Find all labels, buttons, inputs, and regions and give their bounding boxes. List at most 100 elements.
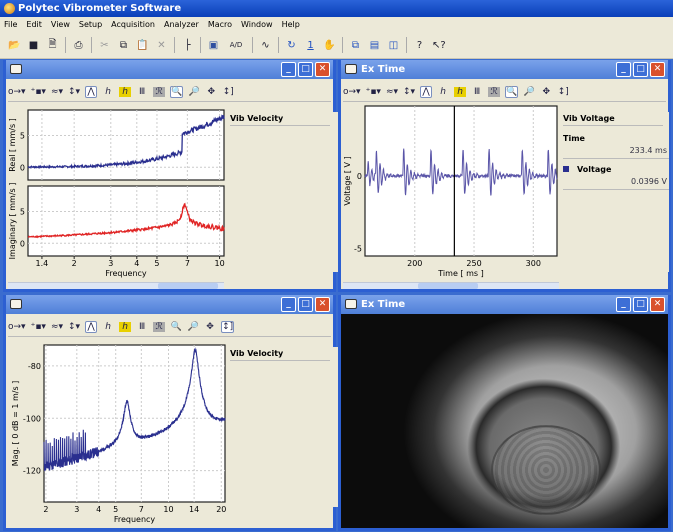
tile-horizontal-icon[interactable]: ▤ [369,39,380,51]
menu-edit[interactable]: Edit [26,20,42,29]
menu-file[interactable]: File [4,20,18,29]
axis-label: 4 [134,259,139,268]
cut-icon[interactable]: ✂ [100,39,109,51]
scrollbar-thumb[interactable] [158,283,218,289]
multi-cursor-icon[interactable]: Ⅲ [138,86,146,97]
multi-cursor-icon[interactable]: Ⅲ [138,321,146,332]
zoom-icon[interactable]: 🔍 [505,85,519,98]
signal-icon[interactable]: ≈▾ [50,321,64,332]
paste-icon[interactable]: 📋 [136,39,149,51]
minimize-button[interactable]: _ [281,62,296,77]
signal-icon[interactable]: ≈▾ [385,86,399,97]
wave-icon[interactable]: ∿ [261,39,270,51]
pan-icon[interactable]: ✥ [207,86,216,97]
single-peak-icon[interactable]: ⋀ [420,85,433,98]
harmonic-cursor-icon[interactable]: ℎ [105,321,111,332]
axis-label: 20 [216,505,226,514]
single-shot-icon[interactable]: 1 [307,39,314,51]
channel-icon[interactable]: ↕▾ [68,86,81,97]
maximize-button[interactable]: □ [633,62,648,77]
marker-icon[interactable]: ⁺▪▾ [365,86,381,97]
axis-label: 3 [108,259,113,268]
cursor-icon[interactable]: o→▾ [8,86,26,97]
minimize-button[interactable]: _ [281,297,296,312]
plot-area[interactable] [27,185,225,257]
ad-icon[interactable]: A/D [229,41,243,49]
pan-icon[interactable]: ✥ [542,86,551,97]
device-icon[interactable]: ▣ [208,39,219,51]
cascade-icon[interactable]: ⧉ [351,39,360,51]
zoom-out-icon[interactable]: 🔎 [188,86,200,97]
window-title-bar[interactable]: Ex Time _ □ ✕ [341,295,668,314]
marker-icon[interactable]: ⁺▪▾ [30,321,46,332]
refresh-icon[interactable]: ↻ [287,39,296,51]
graph-window-icon [345,299,357,309]
single-peak-icon[interactable]: ⋀ [85,85,98,98]
tile-vertical-icon[interactable]: ◫ [388,39,399,51]
band-cursor-icon[interactable]: ℎ [119,321,132,332]
menu-setup[interactable]: Setup [78,20,103,29]
peak-cursor-icon[interactable]: ℛ [153,321,166,332]
pan-icon[interactable]: ✥ [206,321,214,332]
minimize-button[interactable]: _ [616,62,631,77]
multi-cursor-icon[interactable]: Ⅲ [473,86,481,97]
menu-analyzer[interactable]: Analyzer [164,20,199,29]
minimize-button[interactable]: _ [616,297,631,312]
cursor-icon[interactable]: o→▾ [8,321,26,332]
hand-icon[interactable]: ✋ [323,39,336,51]
axis-label: 2 [72,259,77,268]
tree-icon[interactable]: ├ [184,39,191,51]
marker-icon[interactable]: ⁺▪▾ [30,86,46,97]
app-title: Polytec Vibrometer Software [18,3,182,14]
peak-cursor-icon[interactable]: ℛ [488,86,501,97]
harmonic-cursor-icon[interactable]: ℎ [440,86,446,97]
maximize-button[interactable]: □ [298,62,313,77]
window-title-bar[interactable]: Ex Time _ □ ✕ [341,60,668,79]
maximize-button[interactable]: □ [633,297,648,312]
channel-icon[interactable]: ↕▾ [68,321,81,332]
signal-icon[interactable]: ≈▾ [50,86,64,97]
context-help-icon[interactable]: ↖? [432,39,446,51]
cursor-icon[interactable]: o→▾ [343,86,361,97]
copy-icon[interactable]: ⧉ [119,39,128,51]
legend-header: Vib Velocity [230,112,330,126]
zoom-icon[interactable]: 🔍 [170,321,182,332]
autoscale-icon[interactable]: ↕] [557,86,569,97]
save-icon[interactable]: ■ [28,39,39,51]
band-cursor-icon[interactable]: ℎ [119,86,132,97]
harmonic-cursor-icon[interactable]: ℎ [105,86,111,97]
delete-icon[interactable]: ✕ [157,39,166,51]
document-icon[interactable]: 🗎 [48,38,57,50]
close-button[interactable]: ✕ [650,297,665,312]
window-title-bar[interactable]: _ □ ✕ [6,295,333,314]
print-icon[interactable]: ⎙ [74,39,83,51]
scrollbar-thumb[interactable] [418,283,478,289]
menu-acquisition[interactable]: Acquisition [111,20,155,29]
menu-macro[interactable]: Macro [207,20,233,29]
menu-view[interactable]: View [50,20,70,29]
horizontal-scrollbar[interactable] [8,282,224,289]
close-button[interactable]: ✕ [315,297,330,312]
close-button[interactable]: ✕ [650,62,665,77]
autoscale-icon[interactable]: ↕] [221,320,235,333]
peak-cursor-icon[interactable]: ℛ [153,86,166,97]
zoom-icon[interactable]: 🔍 [170,85,184,98]
single-peak-icon[interactable]: ⋀ [85,320,98,333]
window-title-bar[interactable]: _ □ ✕ [6,60,333,79]
channel-icon[interactable]: ↕▾ [403,86,416,97]
plot-area[interactable] [27,109,225,181]
plot-area[interactable] [43,344,226,503]
band-cursor-icon[interactable]: ℎ [454,86,467,97]
autoscale-icon[interactable]: ↕] [222,86,234,97]
zoom-out-icon[interactable]: 🔎 [187,321,199,332]
open-icon[interactable]: 📂 [8,39,21,51]
menu-window[interactable]: Window [241,20,273,29]
horizontal-scrollbar[interactable] [343,282,559,289]
menu-help[interactable]: Help [281,20,300,29]
help-icon[interactable]: ? [416,39,423,51]
series-color-swatch [563,166,569,172]
maximize-button[interactable]: □ [298,297,313,312]
close-button[interactable]: ✕ [315,62,330,77]
zoom-out-icon[interactable]: 🔎 [523,86,535,97]
axis-label: 7 [185,259,190,268]
